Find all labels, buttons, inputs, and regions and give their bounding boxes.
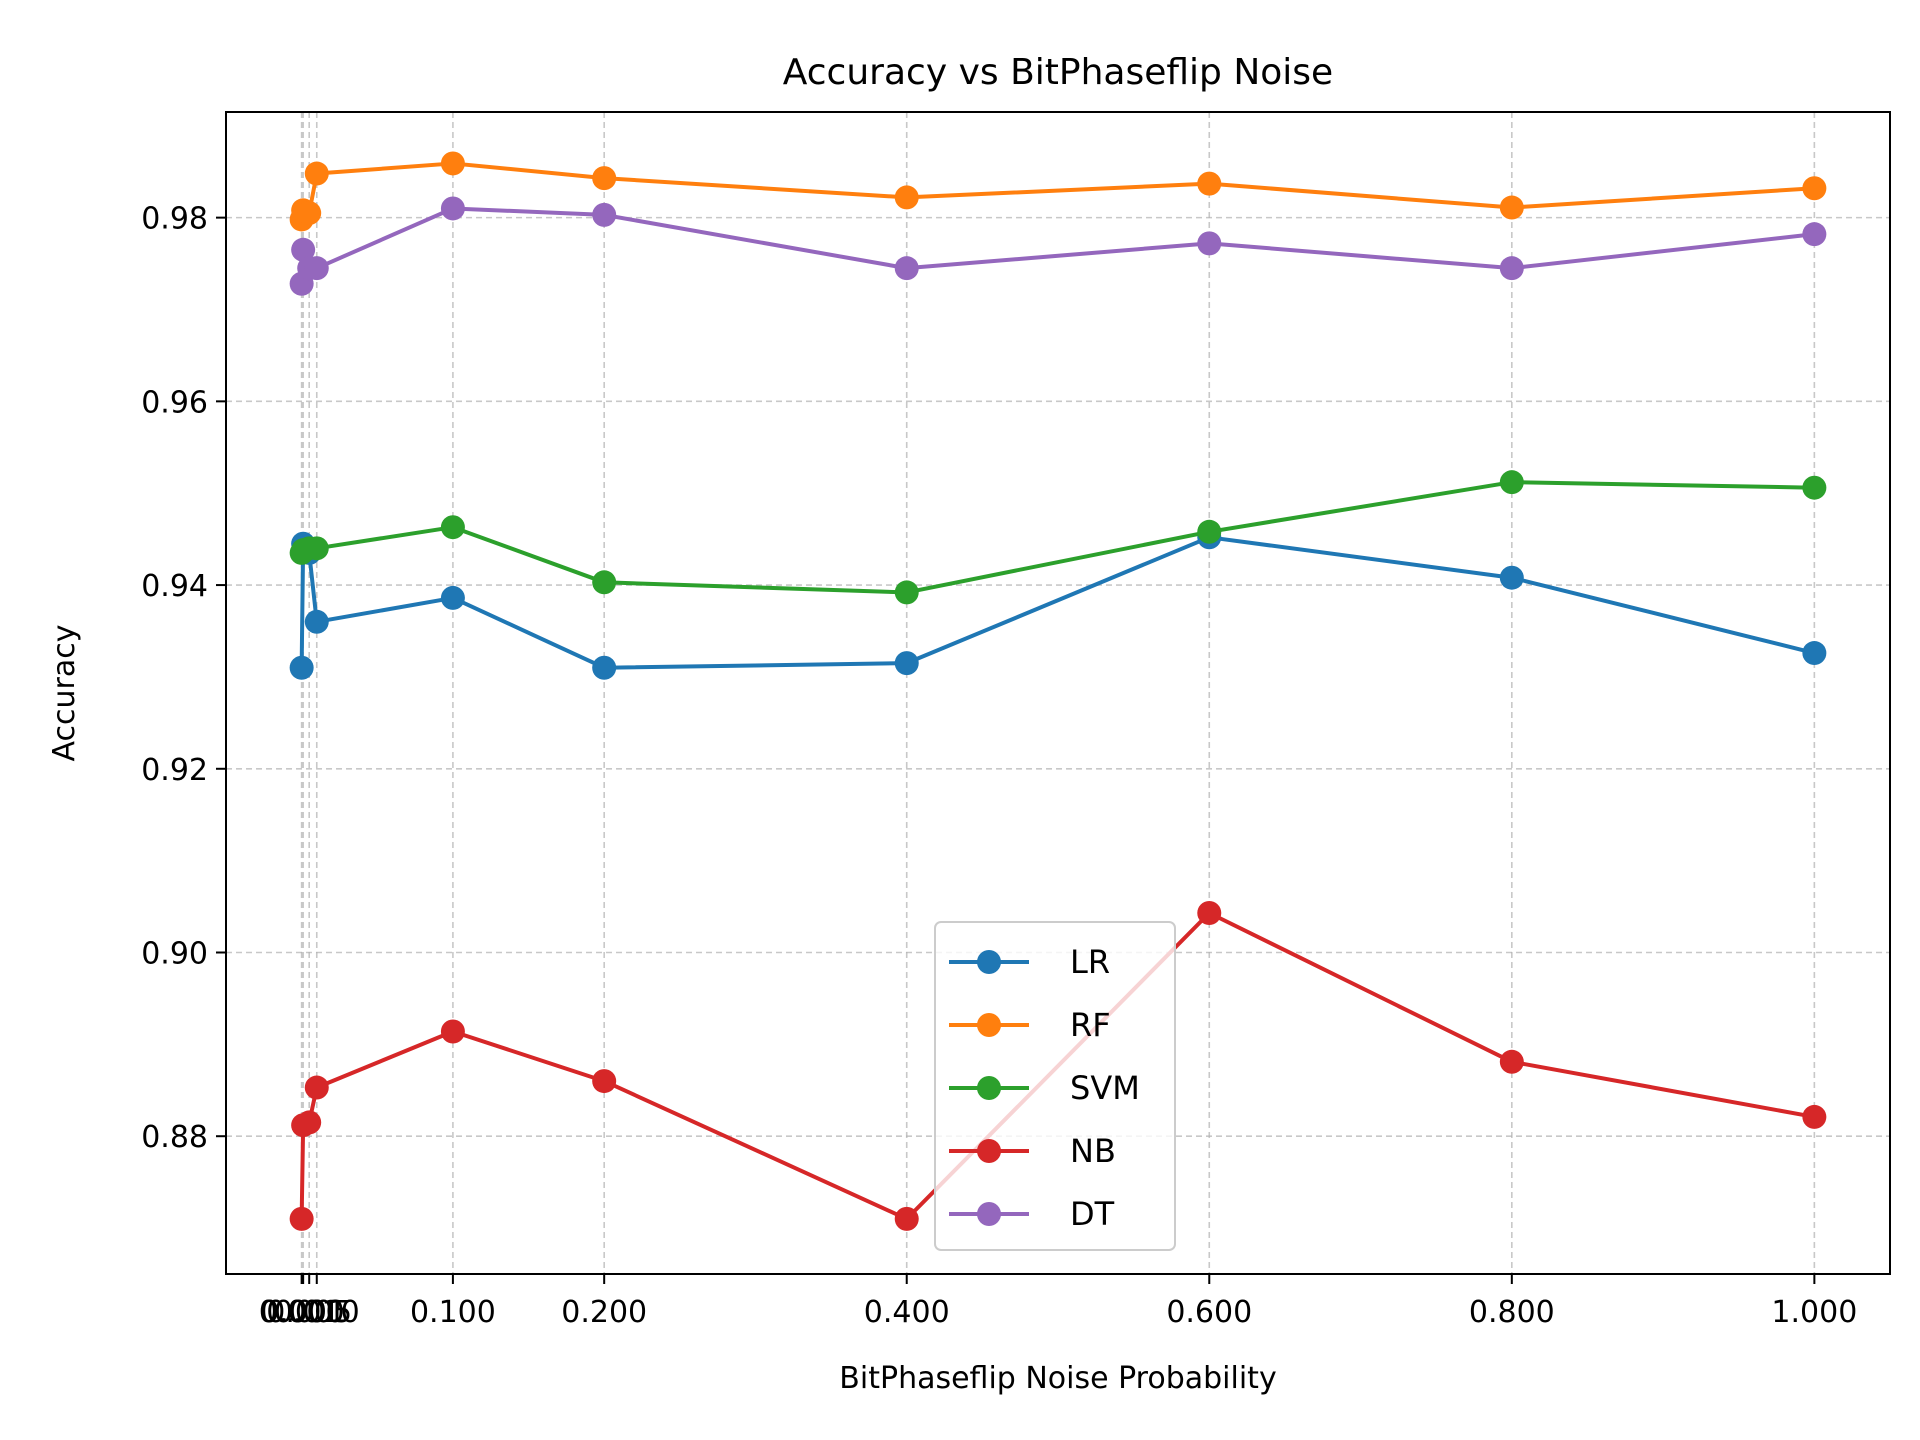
legend-label: NB [1070, 1132, 1116, 1170]
legend-marker [977, 1202, 1001, 1226]
series-dt [289, 196, 1827, 296]
data-point-lr [592, 655, 617, 680]
series-rf [289, 151, 1827, 232]
x-tick-label: 0.010 [274, 1295, 360, 1330]
data-point-rf [1802, 176, 1827, 201]
data-point-rf [894, 185, 919, 210]
y-tick-label: 0.98 [141, 202, 208, 237]
data-point-lr [289, 655, 314, 680]
y-axis-label: Accuracy [47, 625, 82, 762]
data-point-nb [592, 1069, 617, 1094]
data-point-svm [1197, 519, 1222, 544]
chart-title: Accuracy vs BitPhaseflip Noise [783, 52, 1333, 93]
data-point-dt [440, 196, 465, 221]
legend-marker [977, 1076, 1001, 1100]
data-point-lr [894, 651, 919, 676]
data-point-rf [1499, 195, 1524, 220]
x-tick-label: 0.800 [1469, 1295, 1555, 1330]
data-point-nb [304, 1075, 329, 1100]
data-point-lr [440, 585, 465, 610]
data-point-nb [1197, 900, 1222, 925]
data-point-nb [894, 1206, 919, 1231]
y-tick-label: 0.92 [141, 753, 208, 788]
x-axis-label: BitPhaseflip Noise Probability [839, 1361, 1276, 1396]
legend-item-nb: NB [949, 1132, 1116, 1170]
data-point-nb [289, 1206, 314, 1231]
legend-marker [977, 950, 1001, 974]
x-tick-label: 0.001 [260, 1295, 346, 1330]
legend-marker [977, 1013, 1001, 1037]
data-point-dt [1802, 222, 1827, 247]
y-tick-label: 0.96 [141, 385, 208, 420]
data-point-svm [440, 515, 465, 540]
legend-item-rf: RF [949, 1006, 1111, 1044]
x-tick-label: 0.200 [561, 1295, 647, 1330]
data-point-rf [440, 151, 465, 176]
legend-item-dt: DT [949, 1195, 1115, 1233]
data-point-rf [592, 166, 617, 191]
series-svm [289, 470, 1827, 605]
y-tick-label: 0.90 [141, 936, 208, 971]
data-point-dt [291, 237, 316, 262]
data-point-lr [1499, 565, 1524, 590]
data-point-nb [297, 1110, 322, 1135]
x-tick-label: 0.100 [410, 1295, 496, 1330]
data-point-svm [1499, 470, 1524, 495]
data-point-nb [1802, 1104, 1827, 1129]
x-tick-label: 1.000 [1771, 1295, 1857, 1330]
data-point-dt [304, 256, 329, 281]
legend-label: SVM [1070, 1069, 1140, 1107]
series-nb [289, 900, 1827, 1231]
legend: LR RF SVM NB DT [934, 921, 1176, 1251]
data-point-lr [1802, 641, 1827, 666]
data-point-svm [1802, 475, 1827, 500]
data-point-nb [1499, 1049, 1524, 1074]
legend-item-svm: SVM [949, 1069, 1140, 1107]
legend-label: DT [1070, 1195, 1115, 1233]
x-tick-label: 0.400 [864, 1295, 950, 1330]
x-tick-label: 0.000 [259, 1295, 345, 1330]
legend-label: LR [1070, 943, 1110, 981]
data-point-svm [592, 570, 617, 595]
data-point-svm [304, 536, 329, 561]
data-point-dt [1197, 231, 1222, 256]
data-point-lr [304, 609, 329, 634]
plot-frame [225, 111, 1891, 1275]
y-tick-label: 0.88 [141, 1120, 208, 1155]
data-point-rf [297, 201, 322, 226]
data-point-rf [304, 161, 329, 186]
data-point-dt [592, 202, 617, 227]
series-group [289, 151, 1827, 1231]
legend-marker [977, 1139, 1001, 1163]
legend-box [934, 921, 1176, 1251]
data-point-dt [1499, 256, 1524, 281]
x-tick-label: 0.600 [1166, 1295, 1252, 1330]
data-point-nb [440, 1019, 465, 1044]
x-tick-label: 0.005 [266, 1295, 352, 1330]
data-point-dt [894, 256, 919, 281]
legend-label: RF [1070, 1006, 1111, 1044]
data-point-svm [894, 580, 919, 605]
legend-item-lr: LR [949, 943, 1110, 981]
data-point-rf [1197, 171, 1222, 196]
y-tick-label: 0.94 [141, 569, 208, 604]
